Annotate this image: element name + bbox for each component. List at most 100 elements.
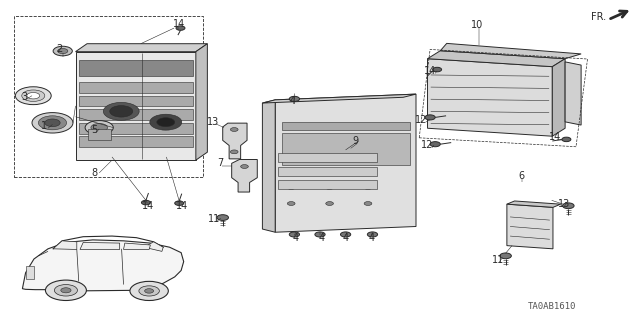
Text: 8: 8 — [92, 168, 98, 178]
Polygon shape — [440, 43, 581, 59]
Circle shape — [53, 46, 72, 56]
Circle shape — [562, 137, 571, 142]
Circle shape — [58, 48, 68, 54]
Text: 14: 14 — [424, 66, 436, 76]
Bar — [282, 122, 410, 130]
Circle shape — [287, 170, 295, 174]
Circle shape — [315, 232, 325, 237]
Polygon shape — [144, 242, 163, 251]
Circle shape — [27, 93, 40, 99]
Text: 7: 7 — [218, 158, 224, 168]
Polygon shape — [88, 129, 111, 140]
Circle shape — [287, 202, 295, 205]
Circle shape — [22, 90, 45, 101]
Text: 9: 9 — [352, 136, 358, 146]
Circle shape — [103, 102, 139, 120]
Polygon shape — [565, 62, 581, 125]
Polygon shape — [223, 123, 247, 159]
Circle shape — [326, 186, 333, 189]
Text: 10: 10 — [470, 20, 483, 30]
Circle shape — [176, 26, 185, 30]
Circle shape — [430, 142, 440, 147]
Text: 5: 5 — [92, 125, 98, 135]
Polygon shape — [507, 201, 561, 207]
Circle shape — [15, 87, 51, 105]
Circle shape — [54, 285, 77, 296]
Circle shape — [175, 201, 184, 205]
Polygon shape — [232, 160, 257, 192]
Text: 4: 4 — [368, 233, 374, 243]
Polygon shape — [428, 59, 552, 136]
Circle shape — [139, 286, 159, 296]
Circle shape — [130, 281, 168, 300]
Text: 4: 4 — [290, 96, 296, 107]
Text: 14: 14 — [142, 201, 155, 211]
Circle shape — [145, 289, 154, 293]
Polygon shape — [80, 242, 120, 249]
Circle shape — [32, 113, 73, 133]
Circle shape — [433, 67, 442, 72]
Text: 4: 4 — [292, 233, 299, 243]
Text: 14: 14 — [176, 201, 189, 211]
Circle shape — [230, 128, 238, 131]
Text: 3: 3 — [21, 92, 28, 102]
Circle shape — [563, 203, 574, 209]
Circle shape — [45, 280, 86, 300]
Circle shape — [61, 288, 71, 293]
Bar — [79, 123, 193, 134]
Circle shape — [364, 170, 372, 174]
Bar — [79, 60, 193, 76]
Circle shape — [217, 215, 228, 220]
Circle shape — [230, 150, 238, 154]
Circle shape — [91, 123, 108, 132]
Text: TA0AB1610: TA0AB1610 — [527, 302, 576, 311]
Circle shape — [150, 114, 182, 130]
Circle shape — [109, 106, 132, 117]
Text: 14: 14 — [549, 132, 562, 142]
Circle shape — [367, 232, 378, 237]
Circle shape — [289, 232, 300, 237]
Text: 12: 12 — [415, 115, 428, 125]
Polygon shape — [124, 243, 150, 249]
Bar — [14, 16, 203, 177]
Text: 1: 1 — [40, 121, 47, 131]
Bar — [79, 82, 193, 93]
Polygon shape — [53, 241, 77, 249]
Polygon shape — [22, 240, 184, 291]
Polygon shape — [76, 52, 196, 160]
Bar — [278, 180, 377, 189]
Polygon shape — [196, 44, 207, 160]
Circle shape — [340, 232, 351, 237]
Text: 11: 11 — [492, 255, 504, 265]
Text: 14: 14 — [173, 19, 186, 29]
Circle shape — [85, 121, 113, 135]
Text: 2: 2 — [56, 44, 62, 55]
Text: 12: 12 — [421, 140, 434, 150]
Bar — [79, 96, 193, 107]
Text: 11: 11 — [208, 214, 221, 225]
Bar — [79, 136, 193, 147]
Circle shape — [157, 118, 175, 127]
Polygon shape — [76, 44, 207, 52]
Circle shape — [326, 202, 333, 205]
Bar — [278, 153, 377, 162]
Polygon shape — [552, 59, 565, 136]
Circle shape — [425, 115, 435, 120]
Text: 6: 6 — [518, 171, 525, 181]
Bar — [278, 167, 377, 176]
Bar — [79, 109, 193, 120]
Circle shape — [141, 200, 150, 205]
Circle shape — [287, 186, 295, 189]
Circle shape — [500, 253, 511, 259]
Circle shape — [326, 170, 333, 174]
Circle shape — [38, 116, 67, 130]
Polygon shape — [428, 51, 565, 67]
Text: 13: 13 — [558, 198, 571, 209]
Text: 4: 4 — [318, 233, 324, 243]
Circle shape — [364, 202, 372, 205]
Bar — [26, 266, 34, 279]
Polygon shape — [262, 100, 275, 232]
Polygon shape — [507, 204, 553, 249]
Circle shape — [364, 186, 372, 189]
Text: 13: 13 — [207, 117, 220, 127]
